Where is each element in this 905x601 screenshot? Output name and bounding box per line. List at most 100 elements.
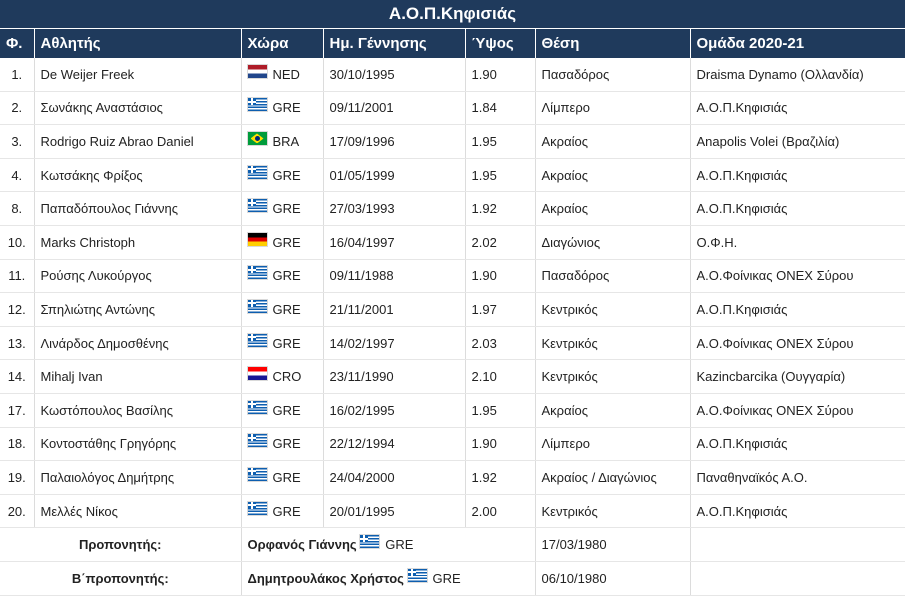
player-name: Mihalj Ivan	[34, 359, 242, 394]
player-position: Κεντρικός	[535, 292, 691, 327]
player-height: 1.95	[465, 393, 536, 428]
player-country: GRE	[272, 201, 301, 217]
player-birth-date: 09/11/1988	[323, 259, 466, 294]
player-country-cell: GRE	[241, 158, 324, 193]
player-country-cell: GRE	[241, 191, 324, 226]
player-country: GRE	[272, 436, 301, 452]
player-name: Μελλές Νίκος	[34, 494, 242, 529]
table-row: 10. Marks Christoph GRE 16/04/1997 2.02 Διαγώ…	[0, 225, 905, 260]
player-height: 1.92	[465, 191, 536, 226]
header-position: Θέση	[535, 28, 691, 58]
player-number: 20.	[0, 494, 35, 529]
player-country: BRA	[272, 133, 300, 149]
table-row: 1. De Weijer Freek NED 30/10/1995 1.90 Πασαδό…	[0, 58, 905, 92]
player-birth-date: 23/11/1990	[323, 359, 466, 394]
player-position: Ακραίος	[535, 158, 691, 193]
player-country-cell: NED	[241, 58, 324, 92]
coach-name: Δημητρουλάκος Χρήστος	[247, 570, 404, 586]
flag-gre-icon	[360, 535, 380, 549]
coach-empty-cell	[690, 561, 905, 596]
player-number: 2.	[0, 91, 35, 126]
player-height: 2.02	[465, 225, 536, 260]
player-team: Α.Ο.Φοίνικας ΟΝΕΧ Σύρου	[690, 393, 905, 428]
coach-empty-cell	[690, 527, 905, 562]
player-number: 10.	[0, 225, 35, 260]
player-name: Σπηλιώτης Αντώνης	[34, 292, 242, 327]
player-position: Λίμπερο	[535, 427, 691, 462]
player-country: GRE	[272, 402, 301, 418]
flag-bra-icon	[247, 131, 267, 145]
flag-ned-icon	[247, 64, 267, 78]
flag-gre-icon	[247, 199, 267, 213]
player-name: Κωστόπουλος Βασίλης	[34, 393, 242, 428]
player-team: Kazincbarcika (Ουγγαρία)	[690, 359, 905, 394]
player-birth-date: 30/10/1995	[323, 58, 466, 92]
player-position: Ακραίος / Διαγώνιος	[535, 460, 691, 495]
coach-name-cell: Δημητρουλάκος Χρήστος GRE	[241, 561, 536, 596]
player-birth-date: 01/05/1999	[323, 158, 466, 193]
coach-row: Προπονητής: Ορφανός Γιάννης GRE 17/03/1980	[0, 527, 905, 562]
coach-label: Β΄προπονητής:	[0, 561, 242, 596]
player-name: De Weijer Freek	[34, 58, 242, 92]
player-team: Ο.Φ.Η.	[690, 225, 905, 260]
player-country-cell: CRO	[241, 359, 324, 394]
player-position: Ακραίος	[535, 191, 691, 226]
table-row: 12. Σπηλιώτης Αντώνης GRE 21/11/2001 1.97 Κεν…	[0, 292, 905, 327]
flag-gre-icon	[247, 467, 267, 481]
player-team: Anapolis Volei (Βραζιλία)	[690, 124, 905, 159]
player-name: Λινάρδος Δημοσθένης	[34, 326, 242, 361]
header-height: Ύψος	[465, 28, 536, 58]
player-number: 11.	[0, 259, 35, 294]
player-country-cell: GRE	[241, 292, 324, 327]
coach-label: Προπονητής:	[0, 527, 242, 562]
player-position: Ακραίος	[535, 124, 691, 159]
player-team: Α.Ο.Π.Κηφισιάς	[690, 427, 905, 462]
player-country-cell: GRE	[241, 494, 324, 529]
player-team: Παναθηναϊκός Α.Ο.	[690, 460, 905, 495]
player-country: NED	[272, 66, 300, 82]
player-country: GRE	[272, 167, 301, 183]
player-number: 17.	[0, 393, 35, 428]
player-country: GRE	[272, 335, 301, 351]
table-header-row: Φ. Αθλητής Χώρα Ημ. Γέννησης Ύψος Θέση Ο…	[0, 28, 905, 58]
flag-gre-icon	[407, 568, 427, 582]
player-name: Σωνάκης Αναστάσιος	[34, 91, 242, 126]
player-position: Πασαδόρος	[535, 259, 691, 294]
flag-gre-icon	[247, 98, 267, 112]
table-row: 8. Παπαδόπουλος Γιάννης GRE 27/03/1993 1.92 Α…	[0, 191, 905, 226]
player-position: Κεντρικός	[535, 359, 691, 394]
player-position: Κεντρικός	[535, 494, 691, 529]
player-number: 4.	[0, 158, 35, 193]
player-country-cell: GRE	[241, 225, 324, 260]
player-team: Α.Ο.Φοίνικας ΟΝΕΧ Σύρου	[690, 259, 905, 294]
player-country-cell: GRE	[241, 393, 324, 428]
coach-birth-date: 06/10/1980	[535, 561, 691, 596]
table-row: 3. Rodrigo Ruiz Abrao Daniel BRA 17/09/1996…	[0, 124, 905, 159]
player-birth-date: 14/02/1997	[323, 326, 466, 361]
player-name: Παπαδόπουλος Γιάννης	[34, 191, 242, 226]
coach-country: GRE	[432, 570, 461, 586]
table-row: 20. Μελλές Νίκος GRE 20/01/1995 2.00 Κεντρικό…	[0, 494, 905, 529]
player-height: 1.84	[465, 91, 536, 126]
player-name: Κοντοστάθης Γρηγόρης	[34, 427, 242, 462]
table-row: 13. Λινάρδος Δημοσθένης GRE 14/02/1997 2.03 Κ…	[0, 326, 905, 361]
flag-cro-icon	[247, 367, 267, 381]
table-row: 2. Σωνάκης Αναστάσιος GRE 09/11/2001 1.84 Λίμ…	[0, 91, 905, 126]
player-name: Marks Christoph	[34, 225, 242, 260]
player-name: Παλαιολόγος Δημήτρης	[34, 460, 242, 495]
player-birth-date: 17/09/1996	[323, 124, 466, 159]
table-row: 14. Mihalj Ivan CRO 23/11/1990 2.10 Κεντρικός…	[0, 359, 905, 394]
player-position: Πασαδόρος	[535, 58, 691, 92]
player-height: 1.97	[465, 292, 536, 327]
player-height: 2.00	[465, 494, 536, 529]
player-team: Α.Ο.Π.Κηφισιάς	[690, 158, 905, 193]
flag-gre-icon	[247, 400, 267, 414]
player-height: 2.03	[465, 326, 536, 361]
player-country-cell: GRE	[241, 91, 324, 126]
flag-gre-icon	[247, 434, 267, 448]
flag-ger-icon	[247, 232, 267, 246]
table-row: 18. Κοντοστάθης Γρηγόρης GRE 22/12/1994 1.90…	[0, 427, 905, 462]
header-country: Χώρα	[241, 28, 324, 58]
coach-birth-date: 17/03/1980	[535, 527, 691, 562]
flag-gre-icon	[247, 299, 267, 313]
